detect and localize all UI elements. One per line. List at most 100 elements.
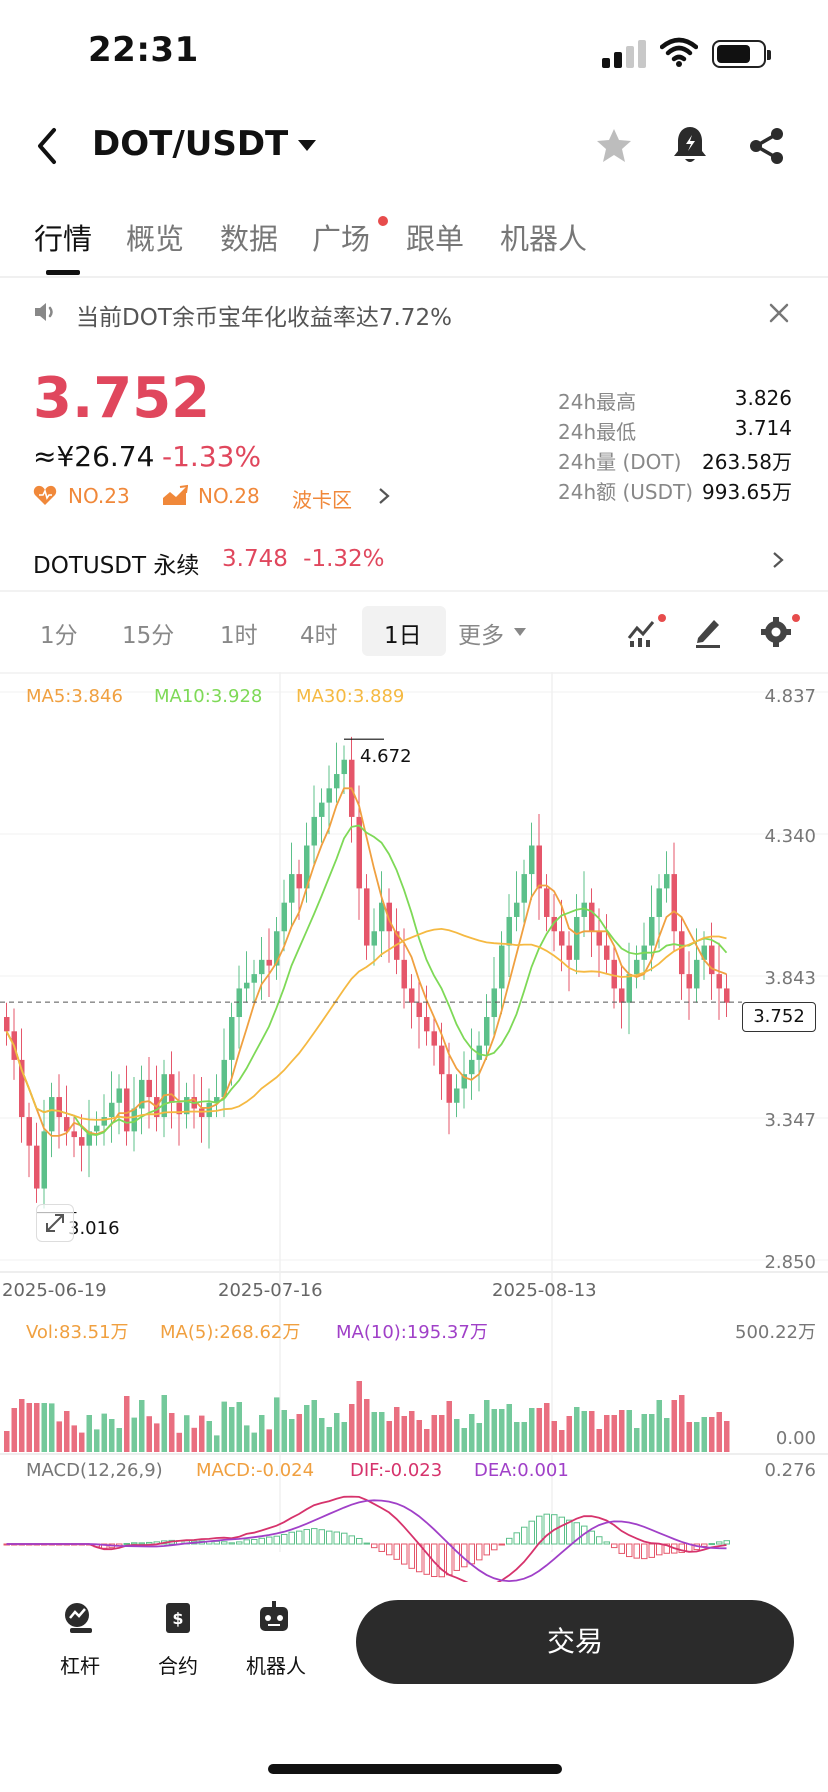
nav-leverage[interactable]: 杠杆 (60, 1654, 100, 1678)
candle (589, 902, 595, 932)
indicator-icon[interactable] (626, 616, 658, 648)
candle (41, 1131, 47, 1189)
candle (259, 959, 265, 975)
volume-bar (281, 1410, 287, 1452)
macd-histogram-bar (603, 1541, 610, 1545)
volume-bar (229, 1407, 235, 1452)
macd-histogram-bar (333, 1531, 340, 1545)
perpetual-change-value: -1.32% (303, 546, 385, 572)
y-tick-2: 4.340 (764, 826, 816, 847)
candle (379, 902, 385, 932)
candle (536, 845, 542, 889)
candle (356, 816, 362, 889)
price-alert-bell-icon[interactable] (672, 124, 708, 166)
volume-bar (679, 1395, 685, 1452)
sector-tag[interactable]: 波卡区 (292, 488, 352, 512)
ma30-legend: MA30:3.889 (296, 686, 405, 707)
candle (581, 902, 587, 917)
candle (506, 916, 512, 946)
cellular-signal-icon (602, 40, 648, 68)
indicator-dot (658, 614, 666, 622)
contract-icon[interactable]: $ (160, 1600, 196, 1636)
nav-contract[interactable]: 合约 (158, 1654, 198, 1678)
interval-4h[interactable]: 4时 (300, 623, 338, 649)
volume-bar (334, 1413, 340, 1452)
tab-copy-trading[interactable]: 跟单 (406, 222, 465, 256)
tab-bots[interactable]: 机器人 (500, 222, 588, 256)
volume-bar (221, 1401, 227, 1452)
ma10-line (5, 824, 728, 1137)
rank-badge-2[interactable]: NO.28 (198, 484, 260, 508)
volume-bar (446, 1401, 452, 1452)
perpetual-label[interactable]: DOTUSDT 永续 (33, 553, 200, 579)
perpetual-chevron-icon[interactable] (770, 550, 786, 570)
volume-ma10-legend: MA(10):195.37万 (336, 1322, 488, 1343)
interval-15m[interactable]: 15分 (122, 623, 175, 649)
ma5-line (5, 787, 727, 1137)
chevron-right-icon[interactable] (376, 486, 392, 506)
volume-bar (101, 1413, 107, 1452)
price-chart[interactable] (0, 672, 828, 1582)
candle (461, 1074, 467, 1089)
candle (551, 916, 557, 932)
candle (401, 959, 407, 989)
share-icon[interactable] (748, 126, 786, 166)
interval-more[interactable]: 更多 (458, 623, 504, 649)
volume-bar (266, 1429, 272, 1452)
volume-bar (319, 1418, 325, 1452)
high-price-label: 4.672 (360, 746, 412, 767)
favorite-star-icon[interactable] (594, 126, 634, 166)
volume-bar (566, 1416, 572, 1452)
status-time: 22:31 (88, 30, 199, 70)
pair-dropdown-caret-icon[interactable] (298, 140, 316, 151)
interval-1h[interactable]: 1时 (220, 623, 258, 649)
volume-bar (349, 1404, 355, 1452)
volume-bar (86, 1415, 92, 1452)
perpetual-price[interactable]: 3.748 -1.32% (222, 546, 385, 572)
gear-icon[interactable] (760, 616, 792, 648)
rank-badge-1[interactable]: NO.23 (68, 484, 130, 508)
interval-1m[interactable]: 1分 (40, 623, 78, 649)
nav-bots[interactable]: 机器人 (246, 1654, 306, 1678)
more-caret-icon[interactable] (514, 628, 526, 636)
close-notice-icon[interactable] (768, 302, 790, 324)
chart-top-divider (0, 672, 828, 674)
candle (101, 1117, 107, 1126)
pair-title[interactable]: DOT/USDT (92, 124, 289, 164)
volume-bar (11, 1408, 17, 1452)
candle (491, 988, 497, 1018)
tab-overview[interactable]: 概览 (126, 222, 185, 256)
candle (664, 874, 670, 889)
notice-banner-text[interactable]: 当前DOT余币宝年化收益率达7.72% (76, 305, 452, 331)
volume-bar (124, 1396, 130, 1452)
macd-histogram-bar (513, 1532, 520, 1545)
tab-market[interactable]: 行情 (34, 222, 93, 256)
volume-bar (469, 1414, 475, 1452)
volume-bar (686, 1422, 692, 1452)
robot-icon[interactable] (256, 1600, 292, 1636)
volume-bar (529, 1408, 535, 1452)
trade-button[interactable]: 交易 (356, 1600, 794, 1684)
draw-pen-icon[interactable] (692, 614, 724, 648)
tab-square[interactable]: 广场 (312, 222, 371, 256)
macd-histogram-bar (701, 1543, 708, 1547)
back-arrow-icon[interactable] (32, 126, 62, 166)
tab-data[interactable]: 数据 (220, 222, 279, 256)
leverage-icon[interactable] (62, 1600, 98, 1636)
volume-bar (641, 1414, 647, 1452)
volume-bar (236, 1402, 242, 1452)
candle (544, 888, 550, 917)
interval-1d[interactable]: 1日 (384, 623, 422, 649)
macd-histogram-bar (311, 1528, 318, 1545)
candle (71, 1131, 77, 1138)
candle (169, 1074, 175, 1103)
macd-histogram-bar (446, 1543, 453, 1576)
volume-bar (574, 1407, 580, 1452)
macd-histogram-bar (363, 1542, 370, 1545)
expand-chart-button[interactable] (36, 1204, 74, 1242)
macd-histogram-bar (378, 1543, 385, 1552)
candle (214, 1097, 220, 1103)
macd-histogram-bar (626, 1543, 633, 1558)
candle (304, 845, 310, 889)
volume-bar (476, 1423, 482, 1452)
